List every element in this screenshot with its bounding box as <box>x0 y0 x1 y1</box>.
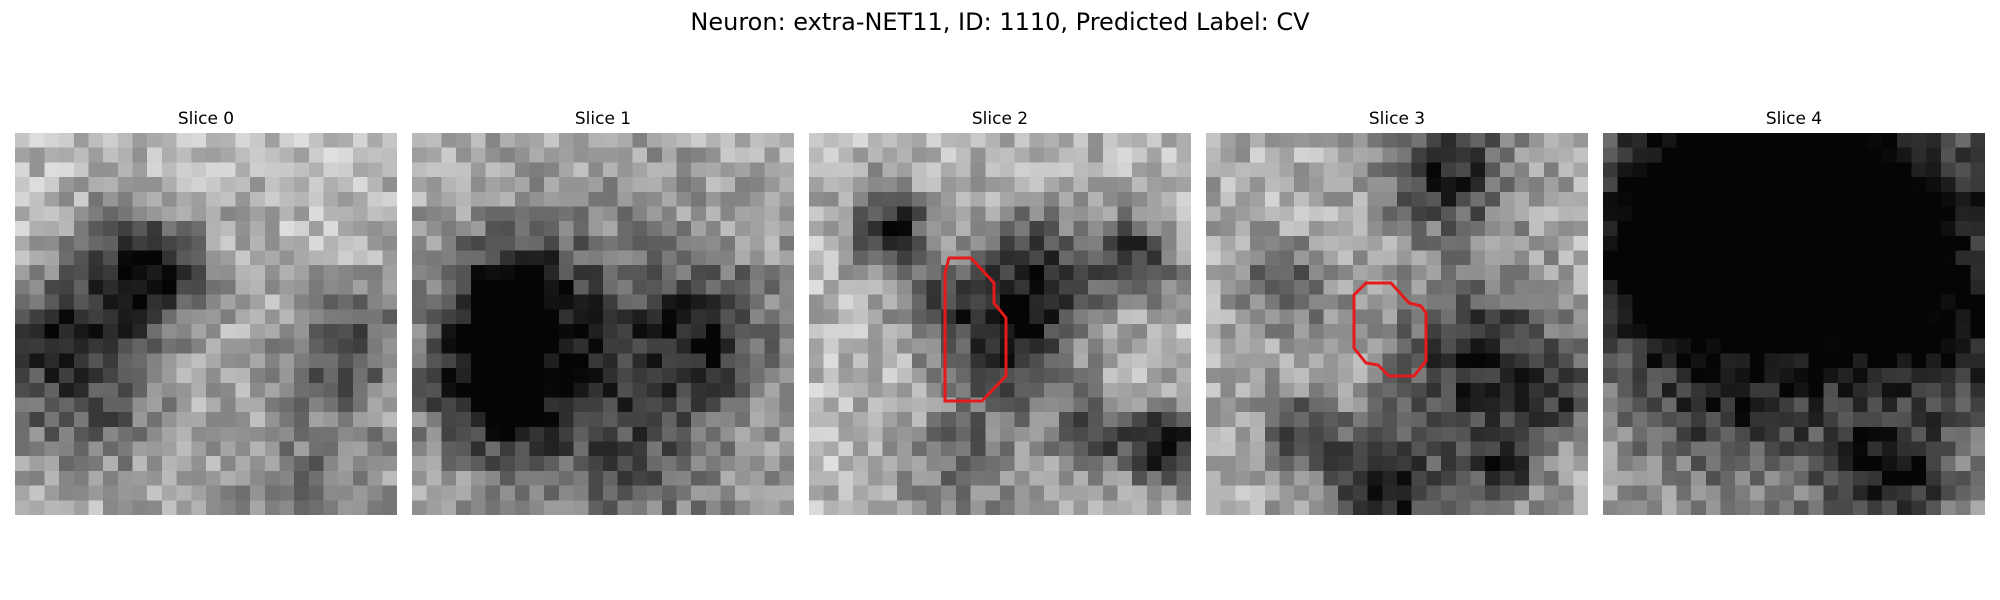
roi-overlay <box>1352 281 1428 378</box>
slice-panel-4: Slice 4 <box>1603 108 1985 515</box>
slice-title: Slice 2 <box>971 109 1029 129</box>
slice-pixels <box>809 133 1191 515</box>
slice-title: Slice 4 <box>1765 109 1823 129</box>
slice-pixels <box>412 133 794 515</box>
slice-title: Slice 1 <box>574 109 632 129</box>
roi-overlay <box>943 256 1008 403</box>
slice-pixels <box>15 133 397 515</box>
slice-panel-1: Slice 1 <box>412 108 794 515</box>
figure-title: Neuron: extra-NET11, ID: 1110, Predicted… <box>690 8 1310 36</box>
slice-panel-3: Slice 3 <box>1206 108 1588 515</box>
slice-image <box>1603 133 1985 515</box>
slice-image <box>1206 133 1588 515</box>
slice-pixels <box>1206 133 1588 515</box>
slice-panel-2: Slice 2 <box>809 108 1191 515</box>
roi-outline <box>1352 281 1428 378</box>
slice-title: Slice 0 <box>177 109 235 129</box>
slice-panel-0: Slice 0 <box>15 108 397 515</box>
roi-outline <box>943 256 1008 403</box>
slice-pixels <box>1603 133 1985 515</box>
slice-image <box>412 133 794 515</box>
slice-image <box>15 133 397 515</box>
slice-title: Slice 3 <box>1368 109 1426 129</box>
slice-image <box>809 133 1191 515</box>
